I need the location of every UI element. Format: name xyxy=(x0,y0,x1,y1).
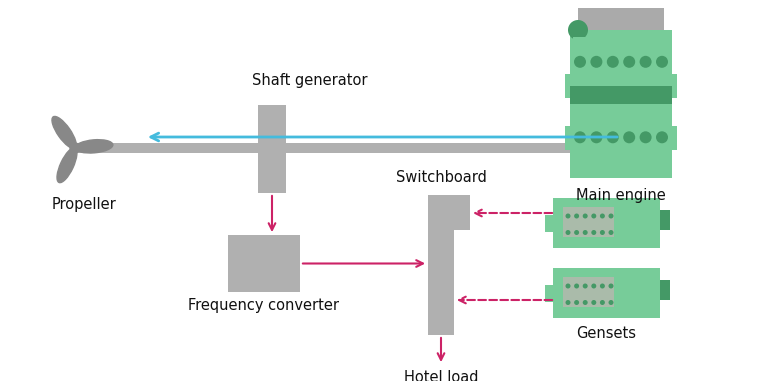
Ellipse shape xyxy=(52,117,77,149)
Text: Main engine: Main engine xyxy=(576,188,666,203)
Bar xyxy=(565,74,570,98)
Circle shape xyxy=(600,213,605,218)
Circle shape xyxy=(591,230,596,235)
Bar xyxy=(570,86,672,104)
Circle shape xyxy=(600,283,605,288)
Circle shape xyxy=(624,56,635,68)
Circle shape xyxy=(583,213,588,218)
Bar xyxy=(428,195,454,335)
Bar xyxy=(563,277,614,307)
Circle shape xyxy=(565,230,571,235)
Circle shape xyxy=(565,300,571,305)
Bar xyxy=(660,210,670,230)
Circle shape xyxy=(608,300,614,305)
Circle shape xyxy=(608,213,614,218)
Circle shape xyxy=(608,283,614,288)
Bar xyxy=(545,285,553,302)
Bar xyxy=(672,74,677,98)
Circle shape xyxy=(591,283,596,288)
Circle shape xyxy=(574,56,586,68)
Bar xyxy=(228,235,300,292)
Circle shape xyxy=(591,56,602,68)
Bar xyxy=(573,37,669,86)
Text: Switchboard: Switchboard xyxy=(395,170,486,185)
Bar xyxy=(578,8,664,30)
Circle shape xyxy=(565,213,571,218)
Bar xyxy=(563,207,614,237)
Circle shape xyxy=(591,300,596,305)
Bar xyxy=(573,104,669,171)
Bar xyxy=(545,215,553,232)
Bar xyxy=(454,195,470,230)
Circle shape xyxy=(600,230,605,235)
Ellipse shape xyxy=(57,148,77,182)
Circle shape xyxy=(574,213,579,218)
Circle shape xyxy=(574,300,579,305)
Bar xyxy=(258,105,286,193)
Circle shape xyxy=(640,131,652,143)
Circle shape xyxy=(583,230,588,235)
Bar xyxy=(565,126,570,150)
Circle shape xyxy=(607,131,619,143)
Circle shape xyxy=(591,131,602,143)
Ellipse shape xyxy=(75,140,113,153)
Circle shape xyxy=(574,230,579,235)
Bar xyxy=(660,280,670,300)
Circle shape xyxy=(565,283,571,288)
Circle shape xyxy=(574,283,579,288)
Circle shape xyxy=(640,56,652,68)
Circle shape xyxy=(583,283,588,288)
Circle shape xyxy=(656,56,668,68)
Bar xyxy=(553,198,660,248)
Circle shape xyxy=(574,131,586,143)
Text: Propeller: Propeller xyxy=(52,197,116,213)
Circle shape xyxy=(600,300,605,305)
Circle shape xyxy=(568,20,588,40)
Circle shape xyxy=(624,131,635,143)
Text: Gensets: Gensets xyxy=(576,326,636,341)
Bar xyxy=(570,30,672,178)
Text: Hotel load: Hotel load xyxy=(404,370,478,381)
Bar xyxy=(75,143,620,153)
Circle shape xyxy=(608,230,614,235)
Circle shape xyxy=(607,56,619,68)
Bar xyxy=(672,126,677,150)
Text: Frequency converter: Frequency converter xyxy=(188,298,339,313)
Circle shape xyxy=(70,143,80,153)
Circle shape xyxy=(591,213,596,218)
Circle shape xyxy=(656,131,668,143)
Circle shape xyxy=(583,300,588,305)
Text: Shaft generator: Shaft generator xyxy=(252,73,368,88)
Bar xyxy=(553,268,660,318)
